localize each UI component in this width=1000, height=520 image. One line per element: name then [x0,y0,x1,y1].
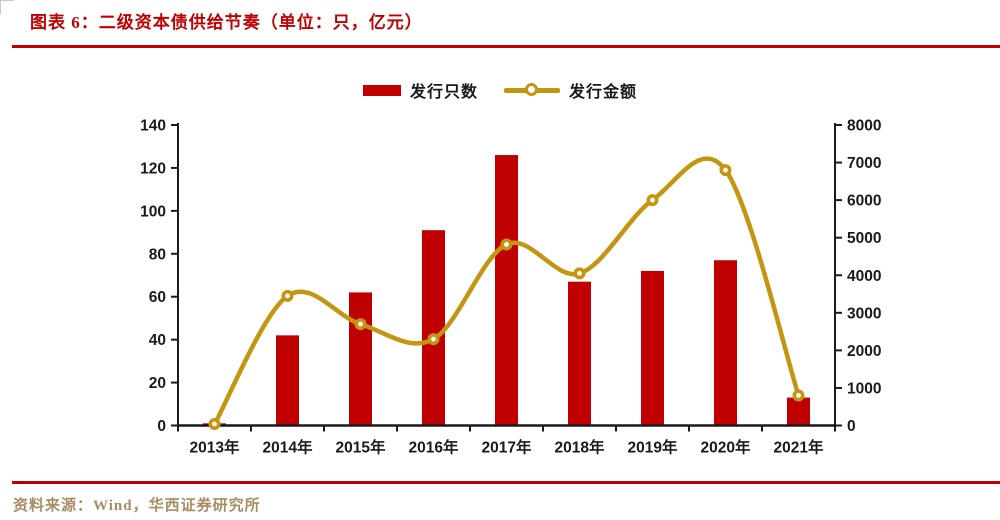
line-marker-2014年 [281,289,294,302]
bar-2017年 [495,155,518,426]
right-axis-tick-label: 4000 [847,268,881,285]
x-axis-category-label: 2016年 [409,438,459,457]
legend-item-line-series: 发行金额 [504,78,637,102]
line-marker-2019年 [646,194,659,207]
chart-legend: 发行只数 发行金额 [0,78,1000,102]
x-axis-category-label: 2020年 [701,438,751,457]
bar-2021年 [787,397,810,426]
x-axis-category-label: 2018年 [555,438,605,457]
screen-corner-artifact [0,0,14,14]
line-marker-2020年 [719,164,732,177]
right-axis-tick-label: 2000 [847,343,881,360]
line-marker-2017年 [500,238,513,251]
left-axis-tick-label: 20 [149,375,166,392]
bar-2020年 [714,260,737,426]
line-marker-2016年 [427,333,440,346]
right-axis-tick-label: 5000 [847,230,881,247]
right-axis-tick-label: 7000 [847,155,881,172]
right-axis-tick-label: 0 [847,418,856,435]
bar-2019年 [641,270,664,426]
x-axis-category-label: 2015年 [336,438,386,457]
bar-2016年 [422,230,445,426]
right-axis-tick-label: 3000 [847,305,881,322]
bar-2014年 [276,335,299,426]
x-axis-category-label: 2021年 [774,438,824,457]
chart-title: 图表 6：二级资本债供给节奏（单位：只，亿元） [30,13,423,32]
x-axis-category-label: 2017年 [482,438,532,457]
right-axis-tick-label: 6000 [847,193,881,210]
legend-label-line-series: 发行金额 [569,84,638,101]
left-axis-tick-label: 140 [140,118,166,135]
x-axis-category-label: 2014年 [263,438,313,457]
x-axis-category-label: 2019年 [628,438,678,457]
left-axis-tick-label: 80 [149,246,166,263]
left-axis-tick-label: 120 [140,160,166,177]
left-axis-tick-label: 0 [157,418,166,435]
left-axis-tick-label: 40 [149,332,166,349]
bar-series-swatch-icon [362,84,401,96]
left-axis-tick-label: 100 [140,203,166,220]
right-axis-tick-label: 1000 [847,380,881,397]
line-marker-2018年 [573,267,586,280]
x-axis-category-label: 2013年 [190,438,240,457]
source-note: 资料来源：Wind，华西证券研究所 [13,498,261,514]
legend-item-bar-series: 发行只数 [362,78,478,102]
left-axis-tick-label: 60 [149,289,166,306]
footer-divider-line [12,481,1000,484]
right-axis-tick-label: 8000 [847,118,881,135]
line-marker-2013年 [208,417,221,430]
line-marker-2015年 [354,318,367,331]
line-marker-2021年 [792,389,805,402]
legend-label-bar-series: 发行只数 [409,84,478,101]
bar-2018年 [568,281,591,426]
line-series-swatch-icon [504,83,560,97]
bar-2015年 [349,292,372,426]
title-divider-line [12,45,1000,48]
